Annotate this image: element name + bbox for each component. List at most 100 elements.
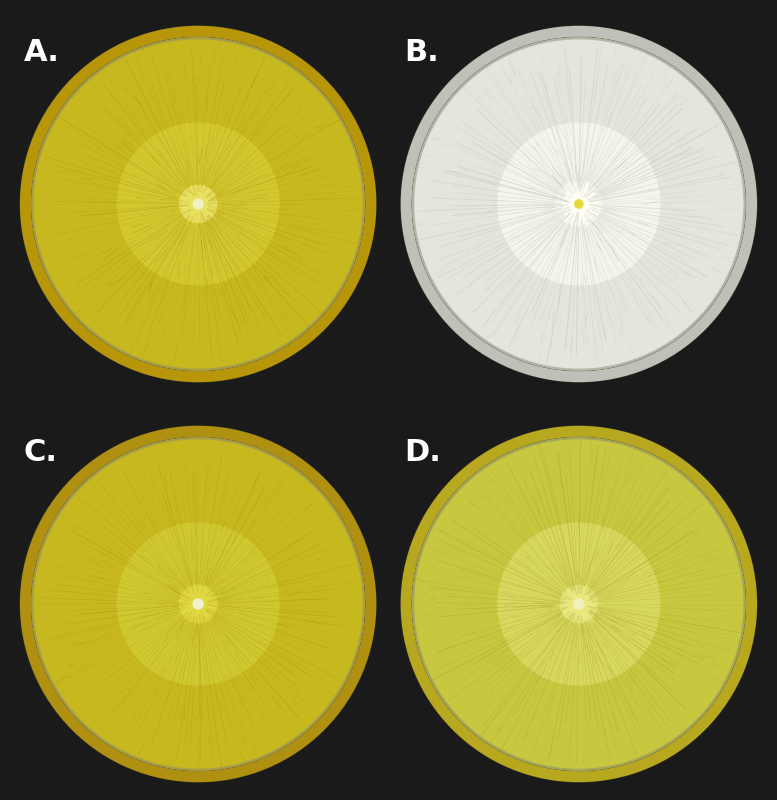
- Circle shape: [563, 587, 595, 621]
- Circle shape: [190, 196, 207, 212]
- Circle shape: [475, 100, 683, 308]
- Circle shape: [525, 150, 632, 258]
- Circle shape: [124, 130, 273, 278]
- Circle shape: [179, 586, 217, 622]
- Circle shape: [415, 40, 743, 368]
- Circle shape: [142, 548, 254, 660]
- Circle shape: [34, 440, 362, 768]
- Circle shape: [130, 135, 267, 273]
- Circle shape: [109, 514, 287, 694]
- Circle shape: [171, 577, 225, 631]
- Circle shape: [169, 175, 227, 233]
- Circle shape: [548, 573, 610, 635]
- Circle shape: [548, 573, 610, 635]
- Circle shape: [488, 513, 670, 695]
- Circle shape: [169, 175, 227, 233]
- Circle shape: [196, 202, 200, 206]
- Circle shape: [554, 579, 604, 629]
- Circle shape: [120, 525, 277, 683]
- Circle shape: [80, 486, 316, 722]
- Circle shape: [521, 146, 637, 262]
- Circle shape: [550, 575, 608, 633]
- Circle shape: [43, 48, 354, 360]
- Circle shape: [514, 140, 643, 268]
- Circle shape: [55, 461, 341, 747]
- Circle shape: [159, 165, 238, 243]
- Circle shape: [413, 438, 745, 770]
- Circle shape: [53, 458, 343, 750]
- Circle shape: [113, 119, 283, 289]
- Circle shape: [431, 457, 726, 751]
- Circle shape: [167, 173, 229, 235]
- Circle shape: [43, 448, 354, 760]
- Circle shape: [44, 50, 352, 358]
- Circle shape: [74, 479, 322, 729]
- Circle shape: [182, 187, 214, 221]
- Circle shape: [492, 117, 666, 291]
- Circle shape: [75, 482, 321, 726]
- Circle shape: [163, 569, 233, 639]
- Circle shape: [492, 117, 666, 291]
- Circle shape: [190, 596, 207, 612]
- Circle shape: [575, 200, 583, 208]
- Circle shape: [44, 450, 352, 758]
- Circle shape: [427, 53, 730, 355]
- Circle shape: [92, 98, 304, 310]
- Circle shape: [425, 50, 733, 358]
- Circle shape: [82, 488, 315, 720]
- Circle shape: [473, 98, 685, 310]
- Circle shape: [78, 484, 319, 724]
- Circle shape: [538, 162, 620, 246]
- Circle shape: [434, 458, 724, 750]
- Circle shape: [425, 450, 733, 758]
- Circle shape: [121, 527, 275, 681]
- Circle shape: [502, 527, 656, 681]
- Circle shape: [82, 88, 315, 320]
- Circle shape: [550, 575, 608, 633]
- Circle shape: [473, 498, 685, 710]
- Circle shape: [179, 186, 217, 222]
- Circle shape: [23, 28, 374, 380]
- Circle shape: [148, 154, 248, 254]
- Circle shape: [51, 457, 346, 751]
- Circle shape: [477, 102, 681, 306]
- Circle shape: [163, 169, 233, 239]
- Circle shape: [82, 488, 315, 720]
- Circle shape: [78, 84, 319, 324]
- Circle shape: [542, 166, 616, 242]
- Circle shape: [529, 154, 629, 254]
- Circle shape: [545, 571, 612, 637]
- Circle shape: [138, 544, 258, 664]
- Circle shape: [469, 494, 689, 714]
- Circle shape: [483, 509, 674, 699]
- Circle shape: [86, 92, 310, 316]
- Circle shape: [47, 453, 350, 755]
- Circle shape: [94, 100, 302, 308]
- Circle shape: [461, 486, 697, 722]
- Circle shape: [100, 106, 296, 302]
- Circle shape: [554, 179, 604, 229]
- Circle shape: [458, 484, 699, 724]
- Circle shape: [461, 86, 697, 322]
- Circle shape: [573, 198, 585, 210]
- Circle shape: [96, 102, 300, 306]
- Circle shape: [413, 438, 745, 770]
- Circle shape: [458, 484, 699, 724]
- Circle shape: [473, 98, 685, 310]
- Circle shape: [535, 161, 622, 247]
- Circle shape: [419, 44, 739, 364]
- Circle shape: [106, 113, 289, 295]
- Circle shape: [96, 502, 300, 706]
- Circle shape: [475, 500, 683, 708]
- Circle shape: [566, 591, 591, 617]
- Circle shape: [508, 134, 650, 274]
- Circle shape: [542, 566, 616, 642]
- Circle shape: [182, 187, 214, 221]
- Circle shape: [462, 488, 695, 720]
- Circle shape: [161, 166, 235, 242]
- Circle shape: [442, 67, 716, 341]
- Circle shape: [71, 78, 325, 330]
- Circle shape: [417, 42, 740, 366]
- Circle shape: [84, 490, 312, 718]
- Circle shape: [63, 69, 333, 339]
